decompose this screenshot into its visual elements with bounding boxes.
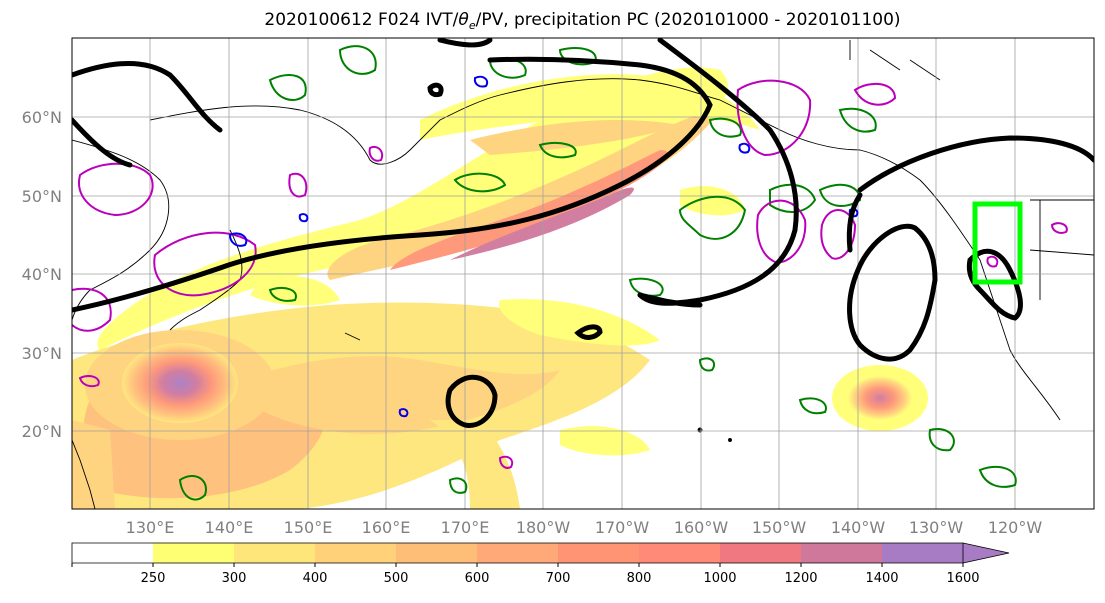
colorbar-segment (72, 543, 153, 563)
longitude-label: 150°W (752, 518, 807, 537)
coastlines (72, 40, 1094, 509)
colorbar-segment (153, 543, 234, 563)
colorbar-tick-label: 500 (384, 571, 409, 586)
colorbar-outline (71, 542, 963, 564)
longitude-label: 140°W (831, 518, 886, 537)
longitude-label: 130°E (126, 518, 175, 537)
colorbar-segment (720, 543, 801, 563)
colorbar-tick-label: 700 (546, 571, 571, 586)
colorbar-tick-label: 300 (222, 571, 247, 586)
colorbar-tick-label: 1200 (784, 571, 817, 586)
colorbar-tick-label: 1400 (865, 571, 898, 586)
colorbar-tick-label: 1600 (946, 571, 979, 586)
colorbar-segment (558, 543, 639, 563)
colorbar-segment (882, 543, 963, 563)
jet-contours (72, 38, 1094, 428)
colorbar-tick-label: 250 (141, 571, 166, 586)
longitude-label: 120°W (988, 518, 1043, 537)
colorbar-extend-arrow (962, 542, 1010, 564)
precip-contours (228, 75, 859, 418)
colorbar-segment (639, 543, 720, 563)
latitude-labels: 60°N 50°N 40°N 30°N 20°N (22, 108, 62, 441)
colorbar-segment (801, 543, 882, 563)
gridlines (72, 38, 1094, 509)
colorbar-segment (315, 543, 396, 563)
latitude-label: 60°N (22, 108, 62, 127)
longitude-label: 160°W (674, 518, 729, 537)
map-frame (71, 37, 1095, 510)
latitude-label: 50°N (22, 187, 62, 206)
longitude-label: 170°W (595, 518, 650, 537)
colorbar-segment (477, 543, 558, 563)
map-content (72, 38, 1094, 509)
longitude-label: 170°E (441, 518, 490, 537)
longitude-label: 140°E (205, 518, 254, 537)
longitude-label: 130°W (909, 518, 964, 537)
colorbar-tick-label: 800 (627, 571, 652, 586)
colorbar-segment (234, 543, 315, 563)
colorbar-tick-label: 600 (465, 571, 490, 586)
latitude-label: 30°N (22, 344, 62, 363)
colorbar-tick-label: 1000 (703, 571, 736, 586)
latitude-label: 40°N (22, 265, 62, 284)
colorbar (71, 542, 1010, 564)
latitude-label: 20°N (22, 422, 62, 441)
theta-e-contours (178, 45, 1017, 501)
ivt-shading (72, 67, 928, 509)
longitude-label: 150°E (284, 518, 333, 537)
longitude-label: 160°E (362, 518, 411, 537)
figure-title: 2020100612 F024 IVT/θe/PV, precipitation… (264, 10, 901, 33)
region-box (972, 201, 1023, 285)
longitude-labels: 130°E 140°E 150°E 160°E 170°E 180°W 170°W 160°W… (126, 518, 1043, 537)
colorbar-segment (396, 543, 477, 563)
colorbar-ticks: 250 300 400 500 600 700 800 1000 1200 1400 1600 (71, 563, 980, 586)
colorbar-tick-label: 400 (303, 571, 328, 586)
longitude-label: 180°W (516, 518, 571, 537)
